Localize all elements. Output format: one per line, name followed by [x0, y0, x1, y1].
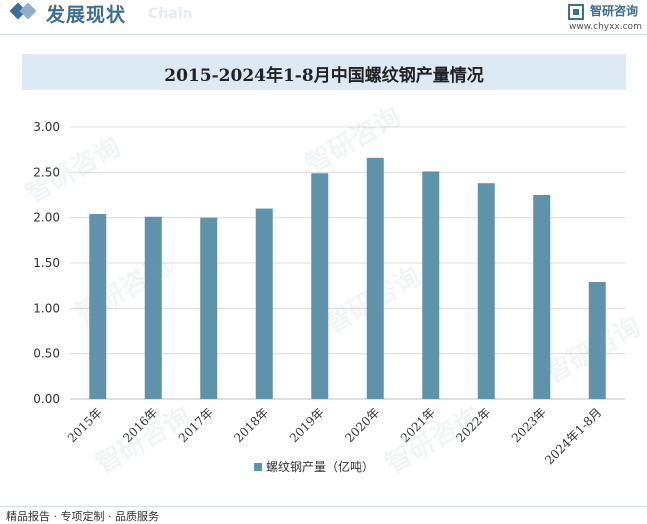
bar: [200, 217, 218, 399]
bar: [255, 208, 273, 399]
bar: [366, 157, 384, 399]
chart-title: 2015-2024年1-8月中国螺纹钢产量情况: [164, 66, 484, 86]
legend-label: 螺纹钢产量（亿吨）: [266, 459, 374, 474]
bar-chart: 0.000.501.001.502.002.503.00 2015年 2016年 2…: [33, 120, 625, 474]
y-tick-label: 1.00: [33, 301, 60, 315]
bar: [477, 183, 495, 399]
x-tick-label: 2022年: [453, 405, 493, 445]
bar: [533, 195, 551, 399]
x-tick-label: 2020年: [342, 405, 382, 445]
x-tick-label: 2018年: [231, 405, 271, 445]
bar: [311, 173, 329, 399]
y-tick-label: 0.00: [33, 392, 60, 406]
bar: [588, 282, 606, 399]
footer-text: 精品报告 · 专项定制 · 品质服务: [6, 510, 159, 523]
x-tick-label: 2023年: [509, 405, 549, 445]
legend-swatch: [254, 463, 262, 471]
legend: 螺纹钢产量（亿吨）: [254, 459, 374, 474]
bar: [89, 214, 107, 399]
y-tick-label: 1.50: [33, 256, 60, 270]
y-tick-label: 2.50: [33, 165, 60, 179]
bar: [422, 171, 440, 399]
y-axis-ticks: 0.00 0.50 1.00 1.50 2.00 2.50 3.00: [33, 120, 60, 406]
x-tick-label: 2019年: [287, 405, 327, 445]
y-tick-label: 0.50: [33, 347, 60, 361]
x-tick-label: 2024年1-8月: [542, 405, 604, 467]
y-tick-label: 3.00: [33, 120, 60, 134]
brand-name: 智研咨询: [590, 4, 639, 18]
y-tick-label: 2.00: [33, 211, 60, 225]
brand-logo-icon: [568, 4, 584, 20]
x-tick-label: 2017年: [176, 405, 216, 445]
x-tick-label: 2016年: [120, 405, 160, 445]
section-subtitle: Chain: [148, 6, 193, 22]
x-tick-label: 2015年: [65, 405, 105, 445]
brand-url: www.chyxx.com: [569, 22, 642, 32]
x-axis-ticks: 2015年 2016年 2017年 2018年 2019年 2020年 2021年 2022年…: [65, 405, 604, 467]
footer-divider: [0, 506, 647, 507]
section-title: 发展现状: [46, 4, 127, 26]
section-header: 发展现状 Chain 智研咨询 www.chyxx.com: [0, 0, 647, 40]
bars: [89, 157, 606, 399]
chart-title-bar: 2015-2024年1-8月中国螺纹钢产量情况: [22, 54, 626, 90]
bar: [144, 216, 162, 399]
grid-lines: [70, 126, 625, 400]
header-divider: [0, 34, 647, 35]
x-tick-label: 2021年: [398, 405, 438, 445]
